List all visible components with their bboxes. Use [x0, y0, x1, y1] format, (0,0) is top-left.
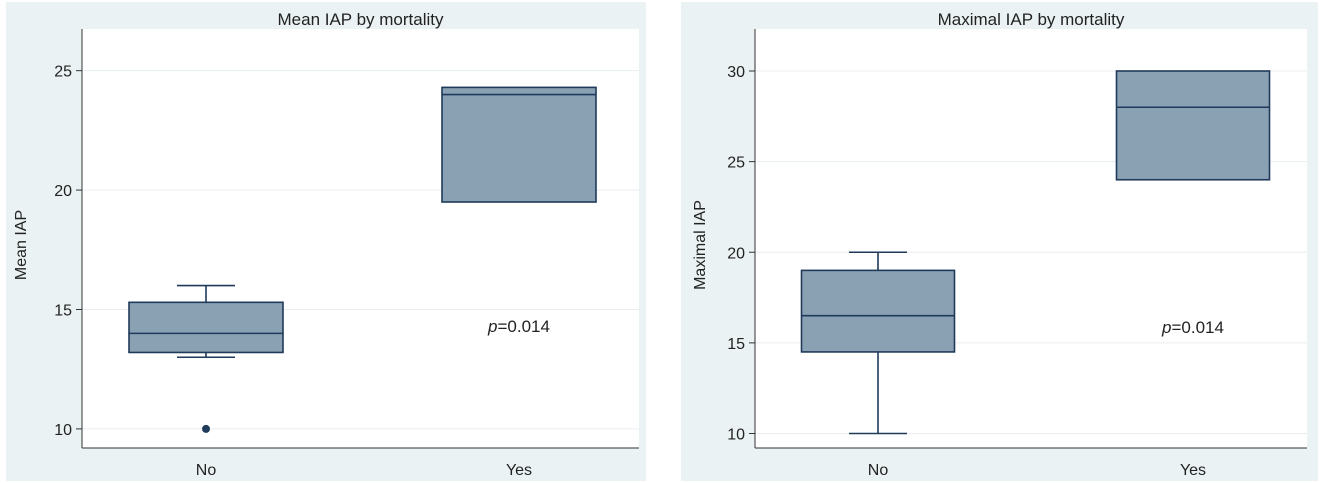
y-tick-label: 10 — [54, 422, 72, 439]
y-axis-label: Mean IAP — [13, 210, 30, 280]
box-iqr — [441, 86, 597, 203]
outlier-point — [202, 424, 210, 433]
box-iqr — [128, 301, 284, 354]
x-tick-label: Yes — [1180, 462, 1206, 479]
box-iqr — [800, 269, 956, 353]
y-tick-label: 20 — [54, 183, 72, 200]
p-symbol: p — [1161, 318, 1171, 337]
box-iqr — [1115, 70, 1271, 181]
p-value: =0.014 — [1171, 318, 1223, 337]
p-value: =0.014 — [497, 317, 549, 336]
y-tick-label: 10 — [727, 427, 745, 444]
chart-panel-maximal-iap: Maximal IAP by mortality 10 15 20 25 30 Maxima… — [681, 2, 1318, 481]
p-value-annotation: p=0.014 — [487, 317, 550, 336]
box-yes — [1115, 70, 1271, 181]
chart-mean-iap: Mean IAP by mortality 10 15 20 25 Mean IAP No Y… — [13, 10, 639, 479]
chart-title: Mean IAP by mortality — [278, 10, 444, 29]
y-axis-label: Maximal IAP — [692, 200, 709, 290]
chart-panel-mean-iap: Mean IAP by mortality 10 15 20 25 Mean IAP No Y… — [6, 2, 646, 481]
chart-maximal-iap: Maximal IAP by mortality 10 15 20 25 30 Maxima… — [692, 10, 1307, 479]
box-no — [128, 284, 284, 433]
y-tick-label: 15 — [54, 302, 72, 319]
box-no — [800, 251, 956, 435]
y-tick-label: 30 — [727, 64, 745, 81]
x-tick-label: Yes — [506, 462, 532, 479]
y-tick-label: 25 — [727, 155, 745, 172]
box-yes — [441, 86, 597, 203]
y-tick-label: 25 — [54, 64, 72, 81]
p-symbol: p — [487, 317, 497, 336]
chart-title: Maximal IAP by mortality — [938, 10, 1125, 29]
y-tick-label: 20 — [727, 245, 745, 262]
x-tick-label: No — [868, 462, 889, 479]
p-value-annotation: p=0.014 — [1161, 318, 1224, 337]
y-tick-label: 15 — [727, 336, 745, 353]
x-tick-label: No — [196, 462, 217, 479]
